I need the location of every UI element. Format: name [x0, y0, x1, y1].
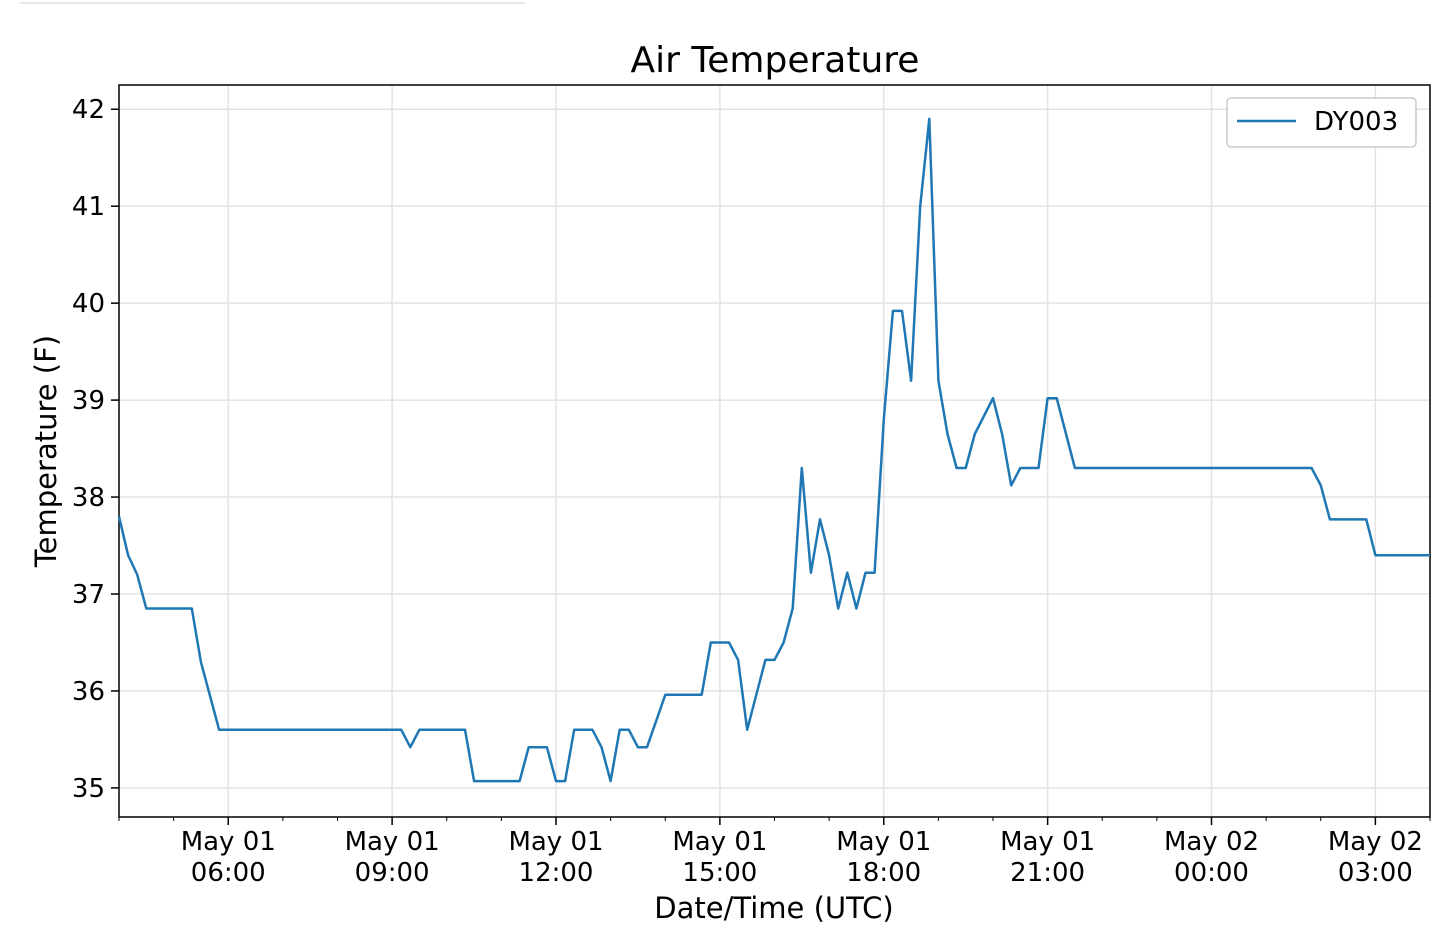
x-tick-label: 12:00 — [519, 858, 594, 888]
x-tick-label: 18:00 — [846, 858, 921, 888]
x-tick-label: 15:00 — [682, 858, 757, 888]
legend: DY003 — [1226, 97, 1417, 148]
y-tick-label: 37 — [72, 580, 105, 610]
legend-label-dy003: DY003 — [1314, 107, 1398, 137]
x-tick-label: May 01 — [181, 827, 276, 857]
x-tick-label: 03:00 — [1338, 858, 1413, 888]
x-tick-label: 00:00 — [1174, 858, 1249, 888]
x-tick-label: 06:00 — [191, 858, 266, 888]
chart-title: Air Temperature — [631, 40, 920, 81]
y-tick-label: 35 — [72, 774, 105, 804]
x-tick-label: May 01 — [1000, 827, 1095, 857]
grid — [119, 85, 1430, 817]
y-tick-label: 39 — [72, 386, 105, 416]
x-tick-label: May 01 — [672, 827, 767, 857]
y-tick-label: 36 — [72, 677, 105, 707]
series-line-dy003 — [117, 117, 1430, 783]
x-tick-label: May 01 — [836, 827, 931, 857]
legend-box — [1226, 97, 1417, 148]
y-tick-label: 38 — [72, 483, 105, 513]
x-axis-label: Date/Time (UTC) — [654, 891, 893, 925]
x-tick-label: 21:00 — [1010, 858, 1085, 888]
x-tick-label: May 01 — [345, 827, 440, 857]
y-tick-label: 41 — [72, 192, 105, 222]
x-tick-label: May 02 — [1164, 827, 1259, 857]
y-axis-label: Temperature (F) — [29, 335, 63, 568]
y-axis-ticks: 35 36 37 38 39 40 41 42 — [72, 95, 119, 804]
series-layer — [117, 117, 1430, 783]
x-tick-label: 09:00 — [355, 858, 430, 888]
y-tick-label: 40 — [72, 289, 105, 319]
plot-frame — [118, 84, 1431, 818]
x-tick-label: May 01 — [508, 827, 603, 857]
y-tick-label: 42 — [72, 95, 105, 125]
x-tick-label: May 02 — [1328, 827, 1423, 857]
